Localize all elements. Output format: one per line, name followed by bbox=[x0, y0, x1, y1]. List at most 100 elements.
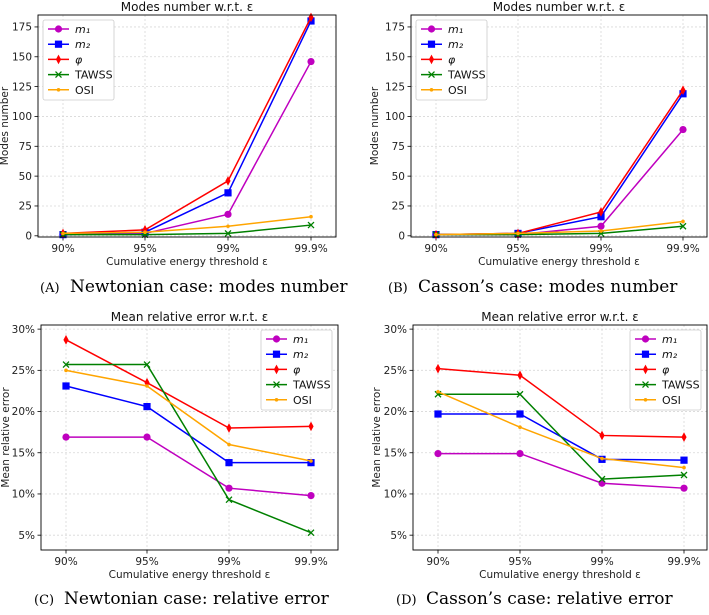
marker-point bbox=[309, 214, 313, 219]
marker-x bbox=[62, 361, 70, 369]
marker-diamond bbox=[225, 176, 231, 186]
legend-label: φ bbox=[662, 363, 670, 376]
marker-circle bbox=[54, 25, 63, 33]
series-line bbox=[65, 339, 312, 429]
xtick-label: 99% bbox=[217, 556, 240, 568]
legend-label: m₁ bbox=[75, 23, 90, 36]
ytick-label: 50 bbox=[392, 171, 405, 183]
series-OSI bbox=[434, 219, 685, 237]
marker-square bbox=[641, 350, 650, 358]
marker-square bbox=[62, 382, 70, 390]
x-axis-label: Cumulative energy threshold ε bbox=[478, 256, 640, 268]
chart-panel-3: 5% 10% 15% 20% 25% 30% 90% 95% 99% 99.9% Mean rela… bbox=[0, 310, 339, 581]
marker-point bbox=[518, 425, 522, 429]
marker-diamond bbox=[598, 207, 604, 217]
marker-square bbox=[225, 459, 233, 467]
marker-point bbox=[145, 384, 149, 388]
xtick-label: 95% bbox=[133, 243, 156, 255]
xtick-label: 99.9% bbox=[294, 243, 327, 255]
marker-x bbox=[55, 71, 62, 79]
ytick-label: 25 bbox=[392, 201, 405, 213]
marker-diamond bbox=[642, 364, 649, 375]
legend: m₁ m₂ φ TAWSS OSI bbox=[260, 329, 333, 411]
ytick-label: 20% bbox=[12, 406, 35, 418]
marker-x bbox=[642, 381, 649, 389]
xtick-label: 99% bbox=[589, 243, 612, 255]
caption-text: Casson’s case: modes number bbox=[418, 277, 678, 297]
xtick-label: 99% bbox=[590, 556, 613, 568]
marker-point bbox=[61, 231, 65, 236]
series-TAWSS bbox=[434, 390, 688, 483]
caption-label: (A) bbox=[40, 281, 60, 296]
caption-text: Newtonian case: relative error bbox=[64, 589, 330, 609]
series-line bbox=[435, 89, 684, 236]
series-line bbox=[437, 367, 685, 438]
marker-circle bbox=[434, 449, 442, 458]
ytick-label: 30% bbox=[384, 324, 407, 336]
marker-point bbox=[682, 465, 686, 470]
marker-diamond bbox=[599, 430, 605, 441]
marker-circle bbox=[62, 433, 70, 441]
xtick-label: 99.9% bbox=[294, 556, 327, 568]
marker-x bbox=[307, 221, 315, 229]
legend-label: OSI bbox=[448, 84, 467, 97]
series-line bbox=[65, 369, 312, 462]
marker-point bbox=[227, 442, 231, 447]
series-line bbox=[435, 93, 684, 236]
ytick-label: 5% bbox=[18, 530, 35, 542]
series-line bbox=[63, 224, 312, 236]
series-m₁ bbox=[432, 125, 687, 239]
legend-label: φ bbox=[293, 363, 301, 376]
marker-circle bbox=[225, 484, 233, 492]
series-line bbox=[62, 215, 312, 235]
chart-title: Modes number w.r.t. ε bbox=[121, 0, 253, 14]
marker-circle bbox=[680, 484, 688, 492]
legend-label: m₂ bbox=[75, 38, 91, 51]
xtick-label: 90% bbox=[54, 556, 77, 568]
legend-label: m₁ bbox=[448, 23, 463, 36]
marker-point bbox=[600, 456, 604, 461]
marker-point bbox=[226, 224, 230, 229]
ytick-label: 25 bbox=[19, 201, 32, 213]
marker-x bbox=[273, 381, 280, 389]
series-OSI bbox=[436, 389, 686, 470]
marker-point bbox=[599, 229, 603, 233]
ytick-label: 0 bbox=[398, 231, 405, 243]
legend-label: TAWSS bbox=[661, 379, 700, 392]
ytick-label: 75 bbox=[19, 141, 32, 153]
marker-x bbox=[598, 475, 606, 483]
ytick-label: 5% bbox=[390, 530, 407, 542]
marker-x bbox=[225, 496, 233, 504]
marker-square bbox=[516, 410, 524, 418]
ytick-label: 0 bbox=[25, 231, 32, 243]
chart-title: Mean relative error w.r.t. ε bbox=[111, 310, 268, 324]
axes-frame bbox=[40, 324, 339, 551]
legend-label: OSI bbox=[662, 394, 681, 407]
marker-square bbox=[427, 40, 436, 48]
y-axis-label: Modes number bbox=[0, 86, 11, 165]
marker-diamond bbox=[63, 335, 69, 345]
marker-diamond bbox=[273, 364, 280, 375]
ytick-label: 150 bbox=[12, 51, 32, 63]
marker-square bbox=[434, 410, 442, 418]
series-line bbox=[438, 452, 685, 489]
ytick-label: 25% bbox=[384, 365, 407, 377]
ytick-label: 20% bbox=[384, 406, 407, 418]
series-TAWSS bbox=[62, 361, 315, 537]
series-φ bbox=[433, 85, 686, 240]
legend-label: φ bbox=[448, 53, 456, 66]
series-m₁ bbox=[62, 433, 315, 500]
ytick-label: 125 bbox=[12, 81, 32, 93]
series-line bbox=[437, 391, 685, 469]
marker-diamond bbox=[680, 85, 686, 95]
marker-circle bbox=[641, 335, 650, 343]
legend-box bbox=[629, 329, 702, 411]
series-line bbox=[438, 393, 685, 480]
legend-label: m₂ bbox=[662, 348, 678, 361]
caption-3: (C) Newtonian case: relative error bbox=[34, 589, 330, 609]
marker-square bbox=[680, 456, 688, 464]
marker-point bbox=[434, 232, 438, 237]
marker-point bbox=[56, 88, 61, 92]
marker-diamond bbox=[428, 54, 435, 65]
